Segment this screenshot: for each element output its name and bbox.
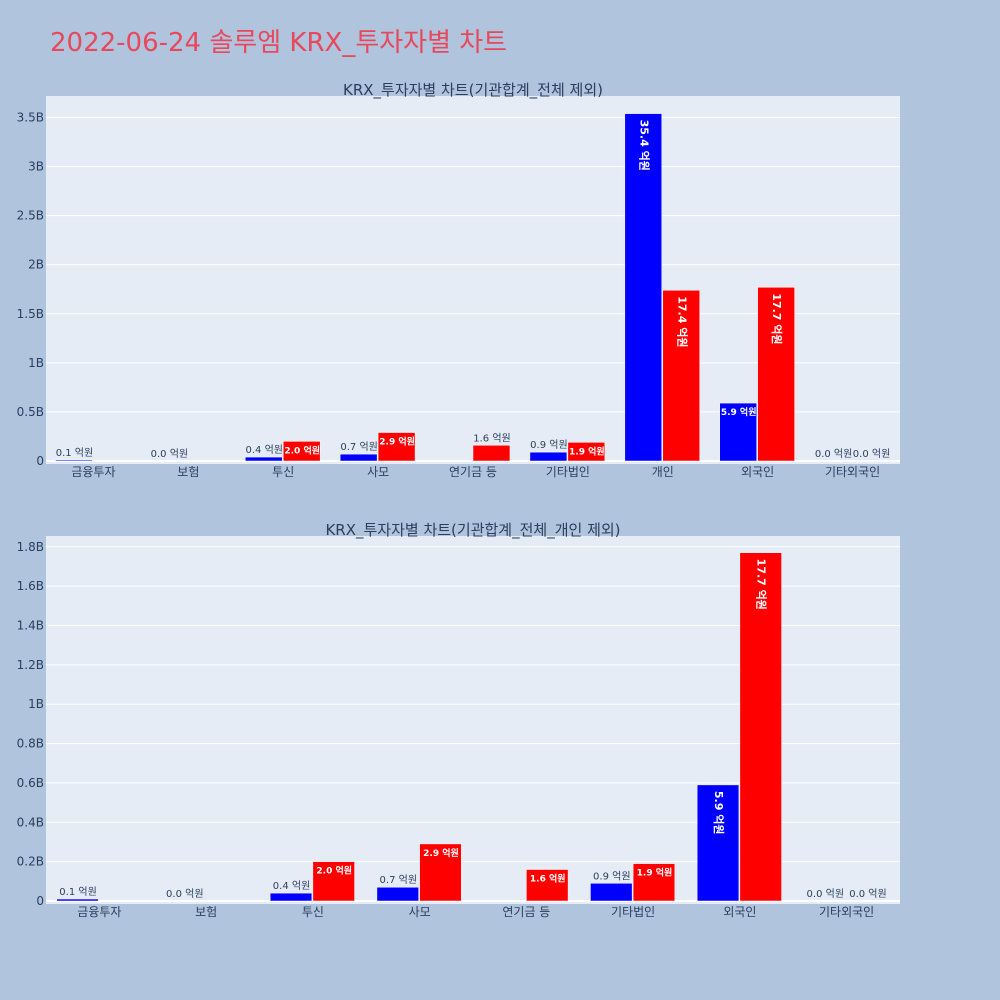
y-tick-label: 1.6B (17, 579, 44, 593)
x-tick-label: 개인 (652, 465, 674, 479)
data-label: 2.9 억원 (423, 847, 459, 859)
data-label: 0.9 억원 (593, 870, 630, 882)
bar (282, 441, 321, 462)
bar (376, 886, 419, 902)
chart-title: KRX_투자자별 차트(기관합계_전체_개인 제외) (325, 521, 620, 540)
bar (419, 843, 462, 902)
bar (590, 883, 633, 902)
data-label: 2.9 억원 (379, 436, 415, 448)
bar (662, 289, 700, 462)
y-tick-label: 0.5B (17, 405, 44, 419)
bar (696, 784, 740, 902)
x-tick-label: 보험 (195, 905, 217, 919)
data-label: 0.0 억원 (166, 888, 203, 900)
y-tick-label: 1.8B (17, 540, 44, 554)
bar (757, 287, 795, 462)
data-label: 0.1 억원 (59, 886, 96, 898)
data-label: 5.9 억원 (712, 791, 726, 835)
data-label: 17.7 억원 (755, 559, 769, 610)
chart-title: KRX_투자자별 차트(기관합계_전체 제외) (343, 81, 603, 100)
y-tick-label: 1.2B (17, 658, 44, 672)
y-tick-label: 0 (36, 894, 44, 908)
x-tick-label: 사모 (367, 465, 389, 479)
bar (472, 445, 511, 462)
bar (719, 402, 757, 462)
y-tick-label: 1.5B (17, 307, 44, 321)
x-tick-label: 금융투자 (71, 465, 115, 479)
x-tick-label: 연기금 등 (502, 905, 550, 919)
y-tick-label: 0.6B (17, 776, 44, 790)
y-tick-label: 0.2B (17, 855, 44, 869)
data-label: 0.0 억원 (815, 448, 852, 460)
bar (567, 442, 606, 462)
data-label: 0.9 억원 (530, 439, 567, 451)
x-tick-label: 외국인 (741, 465, 774, 479)
bar (377, 432, 416, 462)
x-tick-label: 투신 (302, 905, 324, 919)
data-label: 0.0 억원 (151, 448, 188, 460)
data-label: 5.9 억원 (721, 406, 757, 418)
bar (624, 113, 663, 462)
data-label: 1.9 억원 (637, 867, 673, 879)
chart-bottom: 0 0.2B 0.4B 0.6B 0.8B 1B 1.2B 1.4B 1.6B 1.8B KRX_투… (17, 521, 900, 919)
bar (529, 451, 568, 462)
y-tick-label: 3B (28, 160, 44, 174)
x-tick-label: 금융투자 (77, 905, 121, 919)
page-title: 2022-06-24 솔루엠 KRX_투자자별 차트 (50, 28, 508, 58)
data-label: 0.7 억원 (340, 441, 377, 453)
data-label: 2.0 억원 (284, 444, 320, 456)
y-tick-label: 2.5B (17, 209, 44, 223)
bar (339, 453, 378, 462)
y-tick-label: 1.4B (17, 618, 44, 632)
bar (245, 456, 283, 462)
bar (55, 459, 93, 462)
x-tick-label: 외국인 (723, 905, 756, 919)
data-label: 35.4 억원 (637, 120, 651, 171)
bar (269, 892, 313, 902)
data-label: 17.4 억원 (675, 296, 689, 347)
y-tick-label: 1B (28, 356, 44, 370)
bar (632, 863, 676, 902)
data-label: 1.6 억원 (473, 432, 510, 444)
data-label: 1.9 억원 (569, 445, 605, 457)
y-tick-label: 0.8B (17, 737, 44, 751)
data-label: 0.4 억원 (246, 444, 283, 456)
x-tick-label: 연기금 등 (449, 465, 497, 479)
bar (312, 861, 355, 902)
x-tick-label: 기타법인 (546, 465, 590, 479)
data-label: 17.7 억원 (770, 293, 784, 344)
y-tick-label: 3.5B (17, 111, 44, 125)
x-tick-label: 투신 (272, 465, 294, 479)
chart-top: 0 0.5B 1B 1.5B 2B 2.5B 3B 3.5B KRX_투자자별 차트(기관합계_… (17, 81, 900, 479)
data-label: 0.4 억원 (273, 880, 310, 892)
x-tick-label: 보험 (177, 465, 199, 479)
data-label: 0.0 억원 (853, 448, 890, 460)
data-label: 0.0 억원 (807, 888, 844, 900)
data-label: 0.7 억원 (380, 874, 417, 886)
y-tick-label: 1B (28, 697, 44, 711)
x-tick-label: 기타외국인 (825, 465, 880, 479)
data-label: 2.0 억원 (316, 865, 352, 877)
bar (56, 898, 99, 902)
bar (739, 552, 782, 902)
y-tick-label: 2B (28, 258, 44, 272)
data-label: 0.1 억원 (56, 447, 93, 459)
y-tick-label: 0.4B (17, 815, 44, 829)
y-tick-label: 0 (36, 454, 44, 468)
x-tick-label: 기타외국인 (819, 905, 874, 919)
data-label: 0.0 억원 (849, 888, 886, 900)
x-tick-label: 기타법인 (611, 905, 655, 919)
bar (526, 869, 569, 902)
x-tick-label: 사모 (409, 905, 431, 919)
data-label: 1.6 억원 (530, 873, 566, 885)
